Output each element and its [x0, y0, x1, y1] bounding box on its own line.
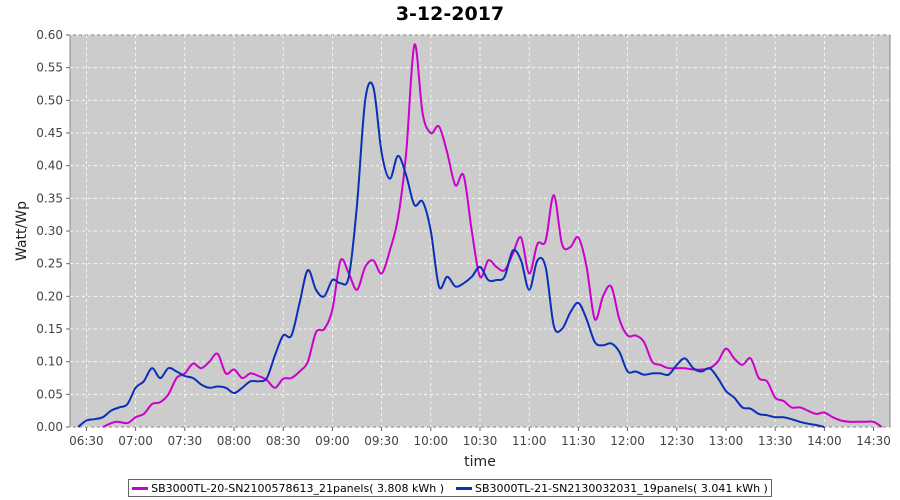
y-tick-label: 0.35	[36, 191, 63, 205]
legend-item-series-2: SB3000TL-21-SN2130032031_19panels( 3.041…	[456, 482, 768, 495]
x-tick-label: 14:00	[807, 434, 842, 448]
y-tick-label: 0.15	[36, 322, 63, 336]
x-tick-label: 10:30	[463, 434, 498, 448]
x-tick-label: 11:00	[512, 434, 547, 448]
y-tick-label: 0.05	[36, 387, 63, 401]
axes: 0.00 0.05 0.10 0.15 0.20 0.25 0.30 0.35 0.40 0.45…	[36, 28, 891, 448]
y-tick-label: 0.45	[36, 126, 63, 140]
y-tick-label: 0.60	[36, 28, 63, 42]
x-tick-label: 07:30	[168, 434, 203, 448]
legend-label-series-2: SB3000TL-21-SN2130032031_19panels( 3.041…	[475, 481, 768, 495]
y-tick-label: 0.30	[36, 224, 63, 238]
x-tick-label: 10:00	[414, 434, 449, 448]
x-tick-label: 12:00	[610, 434, 645, 448]
x-tick-label: 09:00	[315, 434, 350, 448]
x-tick-label: 13:00	[709, 434, 744, 448]
legend-swatch-series-1	[132, 486, 149, 490]
x-tick-label: 14:30	[856, 434, 891, 448]
series-lines	[77, 43, 883, 428]
series-line-1	[102, 43, 883, 428]
y-tick-label: 0.10	[36, 355, 63, 369]
y-tick-label: 0.00	[36, 420, 63, 434]
y-tick-label: 0.55	[36, 61, 63, 75]
y-tick-label: 0.50	[36, 93, 63, 107]
series-line-2	[77, 81, 825, 428]
legend: SB3000TL-20-SN2100578613_21panels( 3.808…	[128, 479, 772, 497]
legend-label-series-1: SB3000TL-20-SN2100578613_21panels( 3.808…	[151, 481, 444, 495]
x-tick-label: 07:00	[118, 434, 153, 448]
x-tick-label: 08:00	[217, 434, 252, 448]
y-tick-label: 0.40	[36, 159, 63, 173]
legend-swatch-series-2	[456, 486, 472, 490]
x-tick-label: 12:30	[660, 434, 695, 448]
y-tick-label: 0.25	[36, 257, 63, 271]
x-tick-label: 09:30	[364, 434, 399, 448]
legend-item-series-1: SB3000TL-20-SN2100578613_21panels( 3.808…	[132, 482, 444, 495]
chart-title: 3-12-2017	[395, 3, 505, 25]
x-axis-title: time	[464, 454, 496, 470]
y-tick-label: 0.20	[36, 289, 63, 303]
x-tick-label: 06:30	[69, 434, 104, 448]
x-tick-label: 08:30	[266, 434, 301, 448]
x-tick-label: 13:30	[758, 434, 793, 448]
y-axis-title: Watt/Wp	[14, 201, 30, 261]
x-tick-label: 11:30	[561, 434, 596, 448]
